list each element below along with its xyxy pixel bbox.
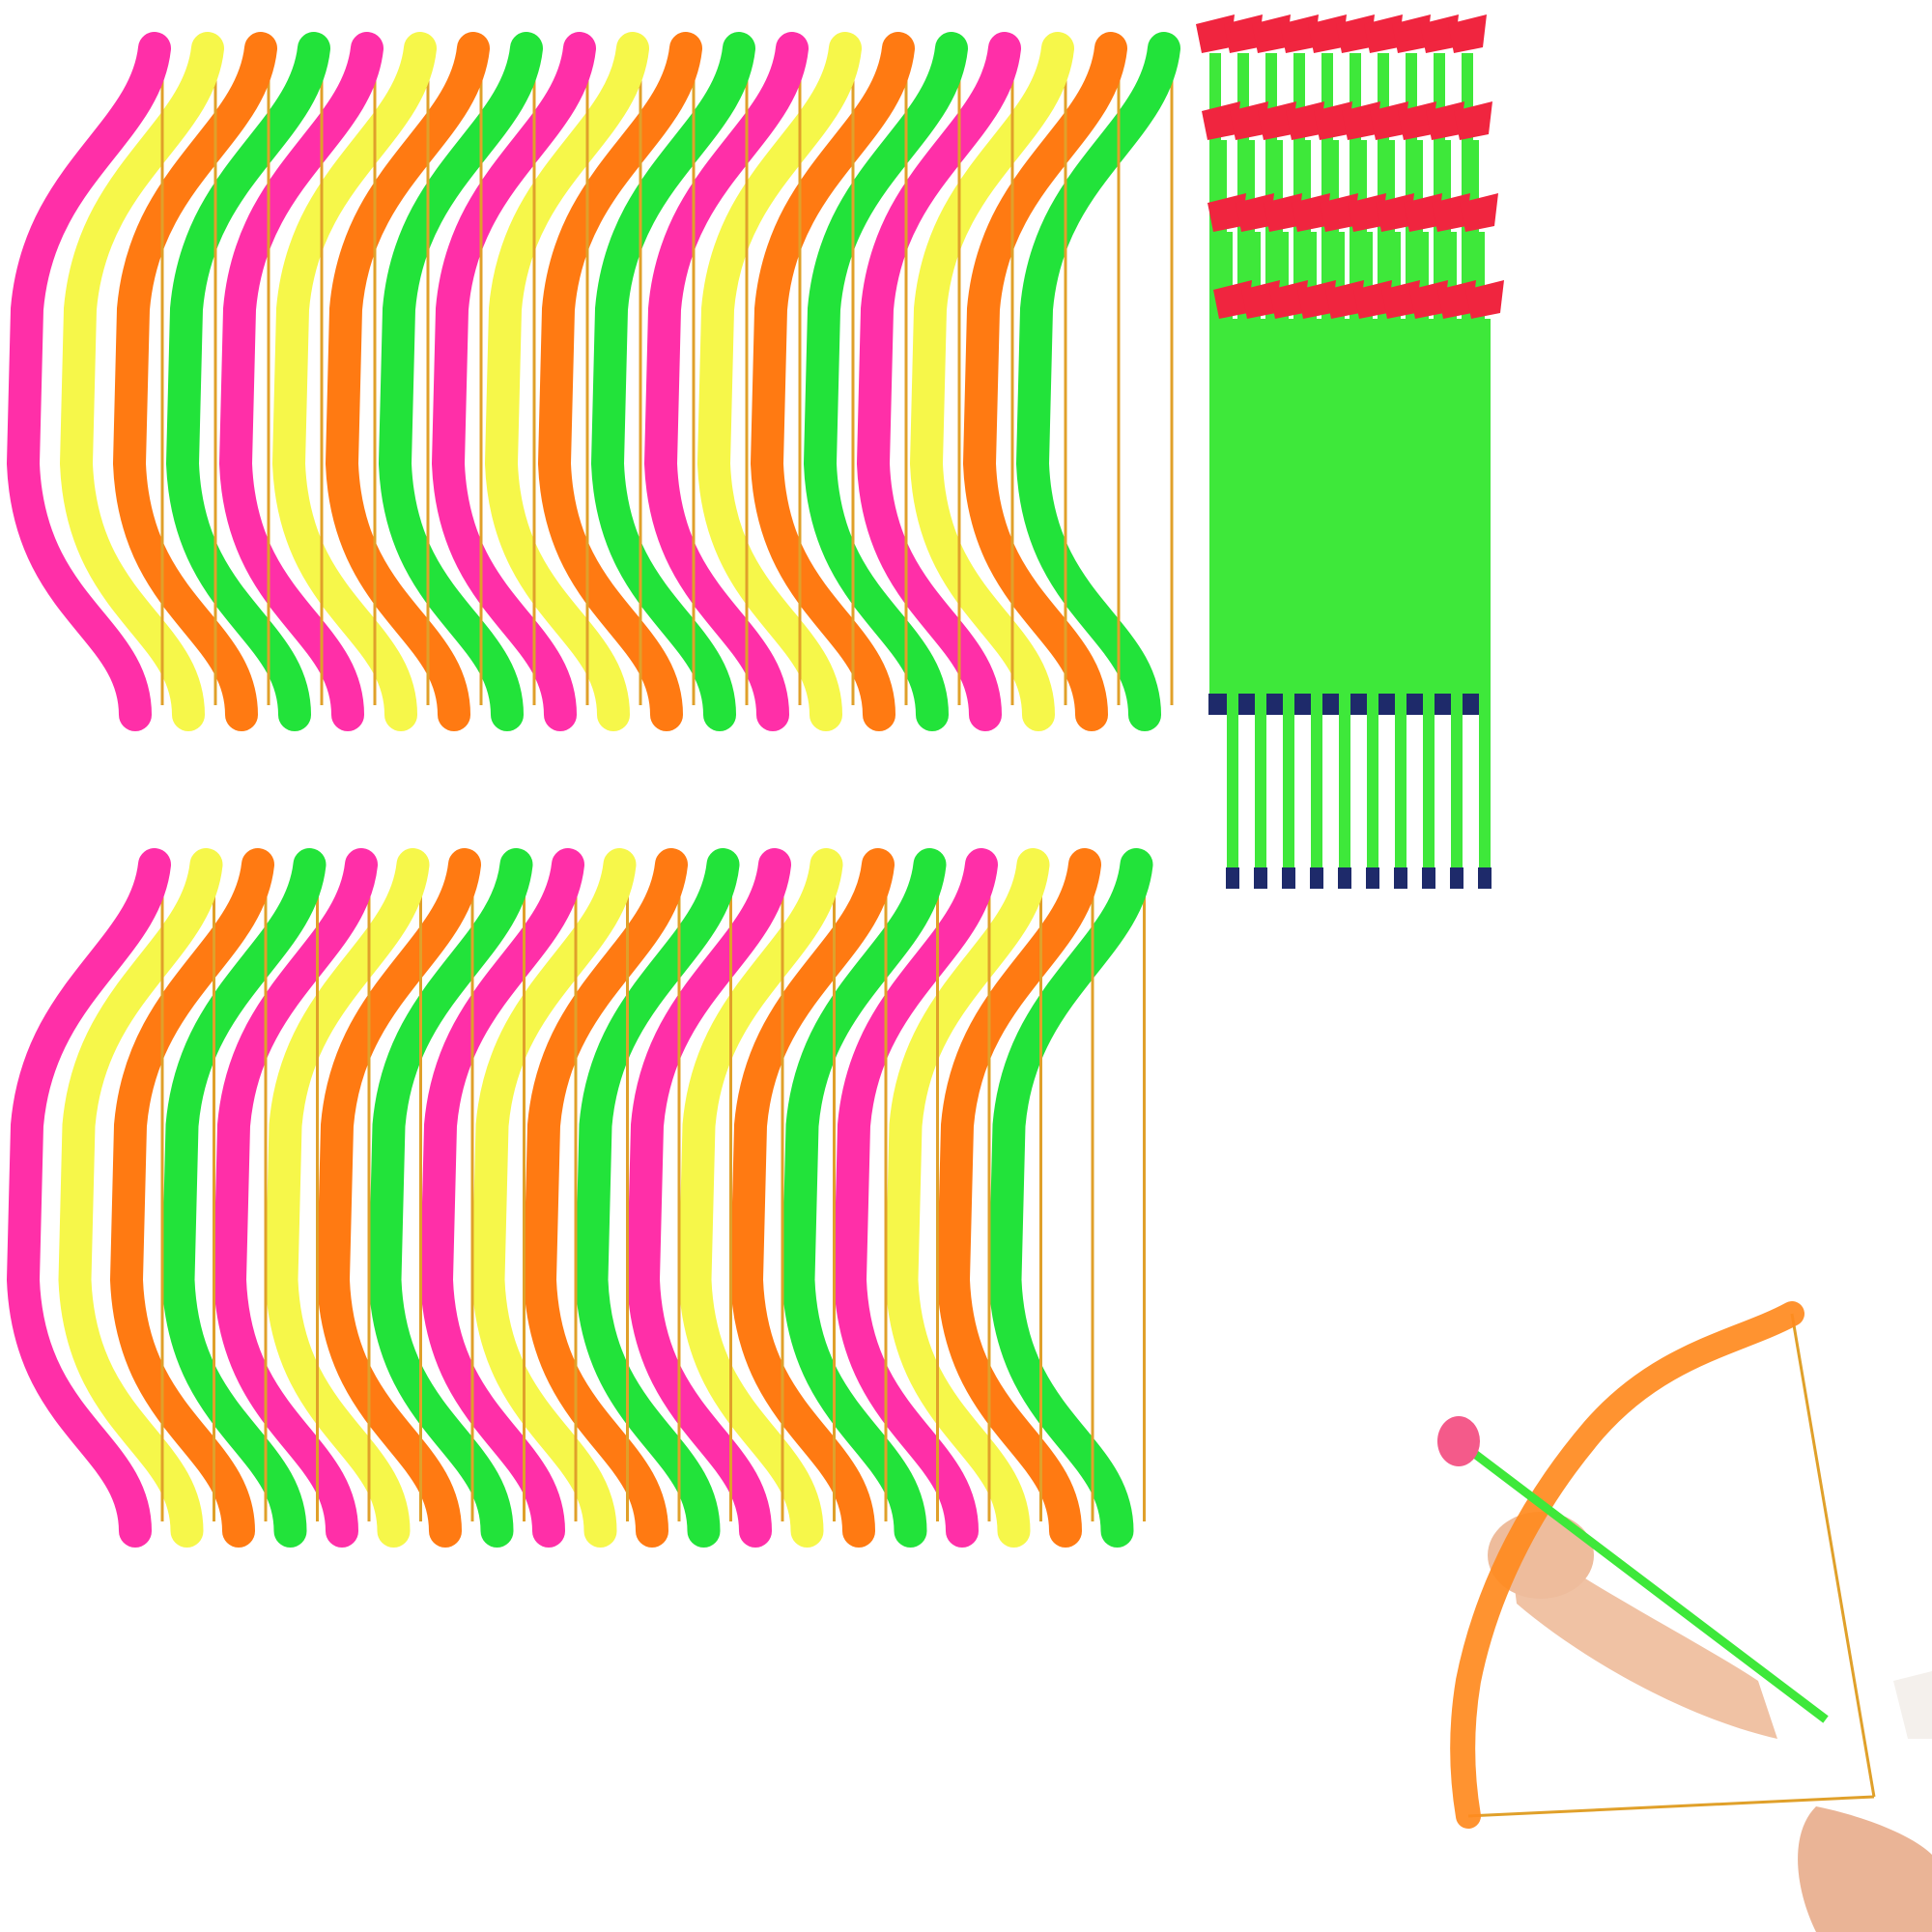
bow-limb	[781, 848, 947, 1548]
suction-cup	[1448, 14, 1487, 53]
toy-bow	[936, 848, 1101, 1548]
bow-row-bottom	[6, 848, 1153, 1548]
suction-cup	[1460, 193, 1498, 232]
suction-cup	[1465, 280, 1504, 319]
toy-bow	[6, 848, 171, 1548]
arrow-nock	[1394, 867, 1407, 889]
toy-bow	[368, 848, 533, 1548]
bow-limb	[936, 848, 1101, 1548]
toy-bow	[471, 848, 637, 1548]
bow-limb	[523, 848, 688, 1548]
toy-bow	[988, 848, 1153, 1548]
right-arm	[1798, 1806, 1932, 1932]
bow-limb	[885, 848, 1050, 1548]
toy-bow	[678, 848, 843, 1548]
bow-limb	[626, 848, 791, 1548]
suction-cup	[1454, 101, 1492, 140]
bow-limb	[419, 848, 584, 1548]
bow-limb	[6, 848, 171, 1548]
toy-bow	[109, 848, 274, 1548]
hand-holding-bow-demo	[1437, 1301, 1932, 1932]
toy-bow	[781, 848, 947, 1548]
toy-bow	[316, 848, 481, 1548]
bow-limb	[368, 848, 533, 1548]
bow-limb	[729, 848, 895, 1548]
toy-bow	[161, 848, 327, 1548]
bow-limb	[833, 848, 998, 1548]
toy-bow	[523, 848, 688, 1548]
toy-arrow	[1437, 280, 1476, 889]
arrow-nock	[1254, 867, 1267, 889]
bow-limb	[471, 848, 637, 1548]
bow-limb	[213, 848, 378, 1548]
arrow-nock	[1450, 867, 1463, 889]
toy-bow	[213, 848, 378, 1548]
toy-bow	[885, 848, 1050, 1548]
arrow-nock	[1366, 867, 1379, 889]
bow-limb	[988, 848, 1153, 1548]
arrow-nock	[1422, 867, 1435, 889]
sleeve	[1893, 1671, 1932, 1739]
toy-bow	[626, 848, 791, 1548]
bow-limb	[575, 848, 740, 1548]
bow-limb	[6, 32, 171, 731]
bow-limb	[58, 848, 223, 1548]
bow-limb	[678, 848, 843, 1548]
toy-bow	[265, 848, 430, 1548]
demo-suction-cup	[1437, 1416, 1480, 1466]
bow-limb	[161, 848, 327, 1548]
arrow-nock	[1478, 867, 1492, 889]
toy-bow	[419, 848, 584, 1548]
bow-string	[1790, 1313, 1876, 1798]
toy-arrow	[1465, 280, 1504, 889]
bow-row-top	[6, 32, 1180, 731]
bow-string	[1467, 1795, 1875, 1818]
toy-bow	[729, 848, 895, 1548]
demo-bow	[1450, 1301, 1804, 1829]
toy-bow	[6, 32, 171, 731]
demo-arrow-shaft	[1465, 1445, 1829, 1723]
toy-bow	[833, 848, 998, 1548]
arrow-nock	[1226, 867, 1239, 889]
bow-limb	[265, 848, 430, 1548]
arrow-nock	[1338, 867, 1351, 889]
toy-bow	[575, 848, 740, 1548]
toy-bow	[58, 848, 223, 1548]
bow-limb	[109, 848, 274, 1548]
arrow-bundle	[1196, 14, 1504, 889]
arrow-nock	[1282, 867, 1295, 889]
bow-limb	[316, 848, 481, 1548]
arrow-nock	[1310, 867, 1323, 889]
